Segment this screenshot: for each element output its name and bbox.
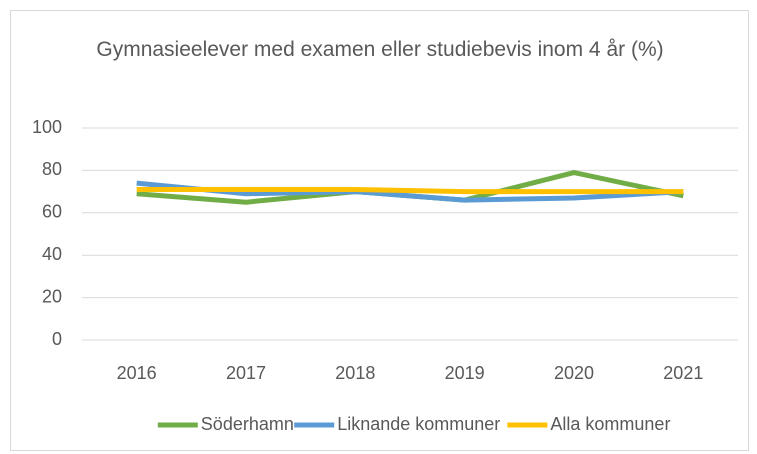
x-tick-label: 2016 (117, 363, 157, 383)
x-tick-label: 2017 (226, 363, 266, 383)
legend-label: Liknande kommuner (337, 414, 500, 434)
x-tick-label: 2020 (554, 363, 594, 383)
y-tick-label: 0 (52, 329, 62, 349)
legend-label: Alla kommuner (550, 414, 670, 434)
y-tick-label: 100 (32, 117, 62, 137)
chart-border (10, 10, 749, 451)
series-line (136, 186, 684, 195)
x-tick-label: 2021 (663, 363, 703, 383)
legend-label: Söderhamn (201, 414, 294, 434)
y-tick-label: 20 (42, 286, 62, 306)
y-tick-label: 40 (42, 244, 62, 264)
y-tick-label: 80 (42, 159, 62, 179)
chart-title: Gymnasieelever med examen eller studiebe… (96, 38, 664, 61)
y-tick-label: 60 (42, 202, 62, 222)
x-tick-label: 2018 (335, 363, 375, 383)
x-tick-label: 2019 (445, 363, 485, 383)
